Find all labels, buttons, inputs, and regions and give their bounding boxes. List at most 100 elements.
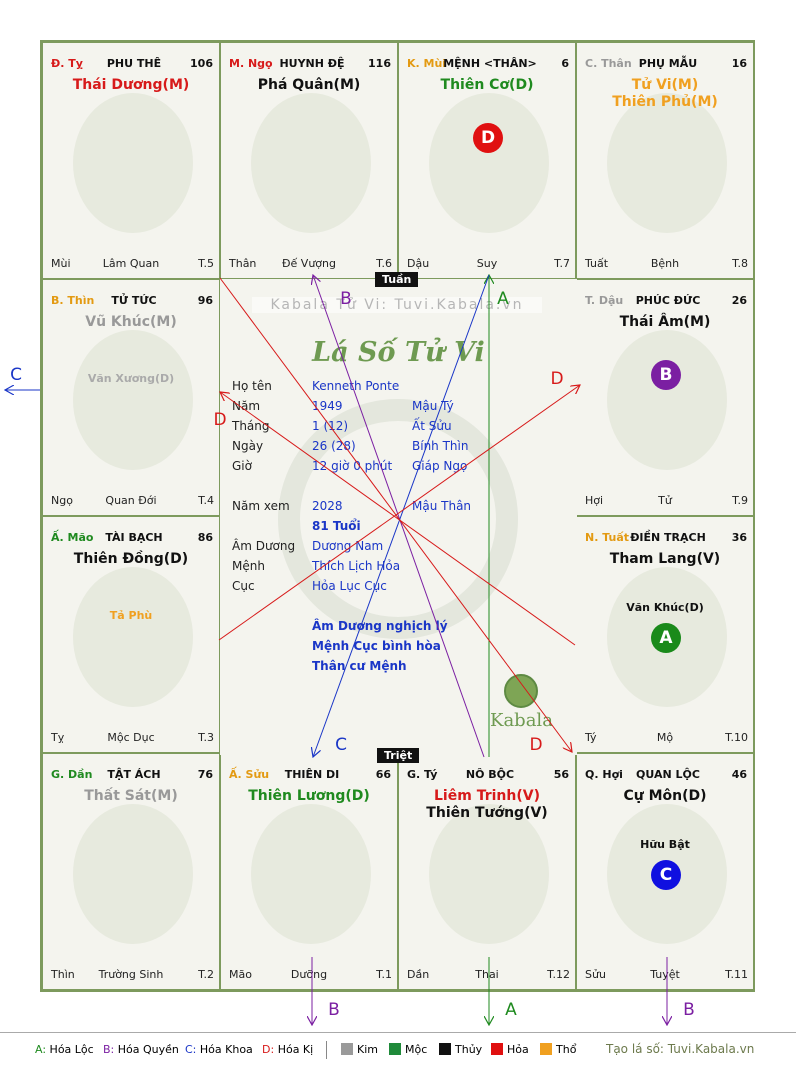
triet-tag: Triệt [377,748,420,763]
palace-branch: Đ. Tỵ [51,57,83,70]
period-label: T.3 [198,731,214,744]
legend-divider [326,1041,327,1059]
legend-item: C: Hóa Khoa [185,1043,253,1056]
legend-value: Hóa Khoa [199,1043,253,1056]
age-value: 81 Tuổi [312,519,361,533]
info-value: 1949 [312,399,343,413]
palace-branch: B. Thìn [51,294,95,307]
element-name: Kim [357,1043,378,1056]
element-swatch [439,1043,451,1055]
main-star: Thiên Cơ(D) [440,77,534,93]
transformation-badge: B [651,360,681,390]
palace-cell[interactable]: K. Mùi MỆNH <THÂN> 6 Thiên Cơ(D) D Dậu Suy T.7 [398,42,576,279]
palace-branch: Ấ. Mão [51,531,94,544]
palace-cell[interactable]: C. Thân PHỤ MẪU 16 Tử Vi(M) Thiên Phủ(M) Tuất… [576,42,754,279]
branch-label: Thân [229,257,257,270]
palace-cell[interactable]: N. Tuất ĐIỀN TRẠCH 36 Tham Lang(V) Văn Khúc(… [576,516,754,753]
zodiac-animal-watermark [73,93,193,233]
life-stage: Mộ [656,731,674,744]
kabala-logo-text: Kabala [490,710,553,731]
palace-branch: M. Ngọ [229,57,273,70]
info-value: 12 giờ 0 phút [312,459,393,473]
info-value: 1 (12) [312,419,349,433]
palace-name: TÀI BẠCH [105,531,163,544]
life-stage: Thai [475,968,499,981]
minor-star: Hữu Bật [640,838,690,851]
legend-value: Hóa Lộc [49,1043,94,1056]
life-stage: Bệnh [650,257,680,270]
palace-cell[interactable]: Q. Hợi QUAN LỘC 46 Cự Môn(D) Hữu Bật C Sửu Tuyệ… [576,753,754,990]
info-can-chi: Bính Thìn [412,439,469,453]
branch-label: Thìn [51,968,75,981]
palace-cell[interactable]: G. Tý NÔ BỘC 56 Liêm Trinh(V) Thiên Tướng(V)… [398,753,576,990]
zodiac-animal-watermark [73,804,193,944]
branch-label: Dậu [407,257,430,270]
legend-key: D: [262,1043,275,1056]
palace-number: 6 [561,57,569,70]
palace-cell[interactable]: M. Ngọ HUYNH ĐỆ 116 Phá Quân(M) Thân Đế Vượng… [220,42,398,279]
info-value: 26 (28) [312,439,356,453]
palace-number: 106 [190,57,213,70]
element-swatch [540,1043,552,1055]
palace-cell[interactable]: Ấ. Sửu THIÊN DI 66 Thiên Lương(D) Mão Dưỡng T.… [220,753,398,990]
main-stars: Liêm Trinh(V) Thiên Tướng(V) [399,788,575,822]
palace-cell[interactable]: G. Dần TẬT ÁCH 76 Thất Sát(M) Thìn Trường Sin… [42,753,220,990]
arrow-label: B [328,1000,340,1020]
life-stage: Suy [476,257,498,270]
life-stage: Mộc Dục [107,731,155,744]
period-label: T.2 [198,968,214,981]
main-stars: Thiên Lương(D) [221,788,397,805]
main-star: Phá Quân(M) [257,77,361,93]
info-label: Âm Dương [232,539,296,553]
arrow-label: A [505,1000,517,1020]
palace-number: 36 [731,531,747,544]
info-label: Cục [232,579,255,593]
branch-label: Dần [407,968,430,981]
palace-name: HUYNH ĐỆ [279,57,345,70]
legend-item: A: Hóa Lộc [35,1043,94,1056]
life-stage: Tuyệt [650,968,680,981]
main-star: Thiên Đồng(D) [73,551,189,567]
life-stage: Tử [658,494,672,507]
zodiac-animal-watermark [73,330,193,470]
palace-branch: G. Dần [51,768,93,781]
palace-cell[interactable]: B. Thìn TỬ TỨC 96 Vũ Khúc(M) Văn Xương(D) Ngọ… [42,279,220,516]
element-name: Thủy [455,1043,483,1056]
info-label: Năm [232,399,261,413]
palace-cell[interactable]: Đ. Tỵ PHU THÊ 106 Thái Dương(M) Mùi Lâm Quan T… [42,42,220,279]
palace-number: 16 [731,57,747,70]
transformation-badge: C [651,860,681,890]
palace-branch: N. Tuất [585,531,630,544]
center-panel: Kabala Tử Vi: Tuvi.Kabala.vn Lá Số Tử Vi H… [220,279,577,755]
palace-number: 96 [197,294,213,307]
info-value: Thích Lịch Hỏa [312,559,401,573]
legend-bar: A: Hóa Lộc B: Hóa Quyền C: Hóa Khoa D: Hóa … [0,1032,796,1071]
main-star: Thái Dương(M) [72,77,190,93]
main-star: Thất Sát(M) [84,788,178,804]
info-value: 2028 [312,499,343,513]
period-label: T.6 [376,257,392,270]
palace-name: THIÊN DI [284,768,340,781]
zodiac-animal-watermark [607,330,727,470]
element-name: Thổ [556,1043,577,1056]
palace-number: 86 [197,531,213,544]
legend-key: C: [185,1043,197,1056]
main-stars: Thái Dương(M) [43,77,219,94]
main-stars: Thiên Đồng(D) [43,551,219,568]
brand-watermark: Kabala Tử Vi: Tuvi.Kabala.vn [252,297,542,313]
chart-logo: Lá Số Tử Vi [312,337,485,368]
info-value: Dương Nam [312,539,384,553]
palace-branch: G. Tý [407,768,438,781]
info-label: Họ tên [232,379,272,393]
palace-name: TẬT ÁCH [107,768,161,781]
legend-value: Hóa Quyền [117,1043,179,1056]
palace-cell[interactable]: Ấ. Mão TÀI BẠCH 86 Thiên Đồng(D) Tả Phù Tỵ Mộc… [42,516,220,753]
chart-note: Âm Dương nghịch lý [312,619,448,633]
zodiac-animal-watermark [251,93,371,233]
period-label: T.12 [547,968,570,981]
life-stage: Quan Đới [105,494,157,507]
palace-cell[interactable]: T. Dậu PHÚC ĐỨC 26 Thái Âm(M) B Hợi Tử T.9 [576,279,754,516]
period-label: T.4 [198,494,214,507]
branch-label: Mão [229,968,252,981]
element-name: Mộc [405,1043,428,1056]
